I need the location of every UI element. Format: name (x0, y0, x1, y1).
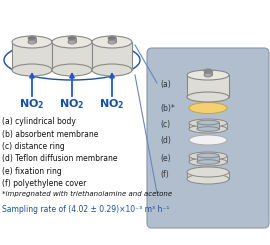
Ellipse shape (12, 64, 52, 76)
Text: $\mathbf{NO_2}$: $\mathbf{NO_2}$ (59, 97, 85, 111)
Text: (c) distance ring: (c) distance ring (2, 142, 65, 151)
Ellipse shape (187, 174, 229, 184)
Text: (a) cylindrical body: (a) cylindrical body (2, 117, 76, 126)
Ellipse shape (68, 40, 76, 44)
Polygon shape (189, 156, 227, 162)
Ellipse shape (187, 167, 229, 177)
Polygon shape (197, 122, 219, 129)
Text: (b) absorbent membrane: (b) absorbent membrane (2, 130, 98, 138)
Ellipse shape (108, 36, 116, 40)
Text: (e) fixation ring: (e) fixation ring (2, 167, 62, 176)
Polygon shape (187, 75, 229, 97)
Ellipse shape (28, 36, 36, 40)
Polygon shape (108, 38, 116, 42)
Ellipse shape (187, 92, 229, 102)
Ellipse shape (187, 70, 229, 80)
Ellipse shape (68, 36, 76, 40)
Polygon shape (204, 71, 212, 75)
Text: (a): (a) (160, 79, 171, 88)
Ellipse shape (197, 153, 219, 158)
Text: (b)*: (b)* (160, 103, 175, 112)
Ellipse shape (28, 40, 36, 44)
Polygon shape (189, 123, 227, 129)
Text: $\mathbf{NO_2}$: $\mathbf{NO_2}$ (99, 97, 125, 111)
Ellipse shape (12, 36, 52, 48)
Ellipse shape (189, 102, 227, 113)
Ellipse shape (92, 36, 132, 48)
Ellipse shape (189, 119, 227, 127)
Ellipse shape (108, 40, 116, 44)
Text: (f) polyethylene cover: (f) polyethylene cover (2, 180, 86, 188)
Ellipse shape (197, 160, 219, 164)
Text: Sampling rate of (4.02 ± 0.29)×10⁻³ m³ h⁻¹: Sampling rate of (4.02 ± 0.29)×10⁻³ m³ h… (2, 205, 169, 213)
Text: *impregnated with triethanolamine and acetone: *impregnated with triethanolamine and ac… (2, 191, 172, 197)
Ellipse shape (197, 120, 219, 125)
Ellipse shape (204, 73, 212, 77)
Ellipse shape (204, 69, 212, 73)
Ellipse shape (92, 64, 132, 76)
FancyBboxPatch shape (147, 48, 269, 228)
Text: (d) Teflon diffusion membrane: (d) Teflon diffusion membrane (2, 155, 117, 163)
Polygon shape (52, 42, 92, 70)
Ellipse shape (189, 135, 227, 145)
Polygon shape (92, 42, 132, 70)
Text: (f): (f) (160, 171, 169, 180)
Text: (d): (d) (160, 135, 171, 145)
Text: $\mathbf{NO_2}$: $\mathbf{NO_2}$ (19, 97, 45, 111)
Ellipse shape (197, 127, 219, 131)
Ellipse shape (189, 158, 227, 166)
Polygon shape (197, 156, 219, 162)
Ellipse shape (52, 36, 92, 48)
Ellipse shape (189, 125, 227, 133)
Ellipse shape (189, 152, 227, 160)
Polygon shape (12, 42, 52, 70)
Polygon shape (28, 38, 36, 42)
Polygon shape (187, 172, 229, 179)
Polygon shape (68, 38, 76, 42)
Text: (e): (e) (160, 154, 171, 162)
Text: (c): (c) (160, 121, 170, 130)
Ellipse shape (52, 64, 92, 76)
